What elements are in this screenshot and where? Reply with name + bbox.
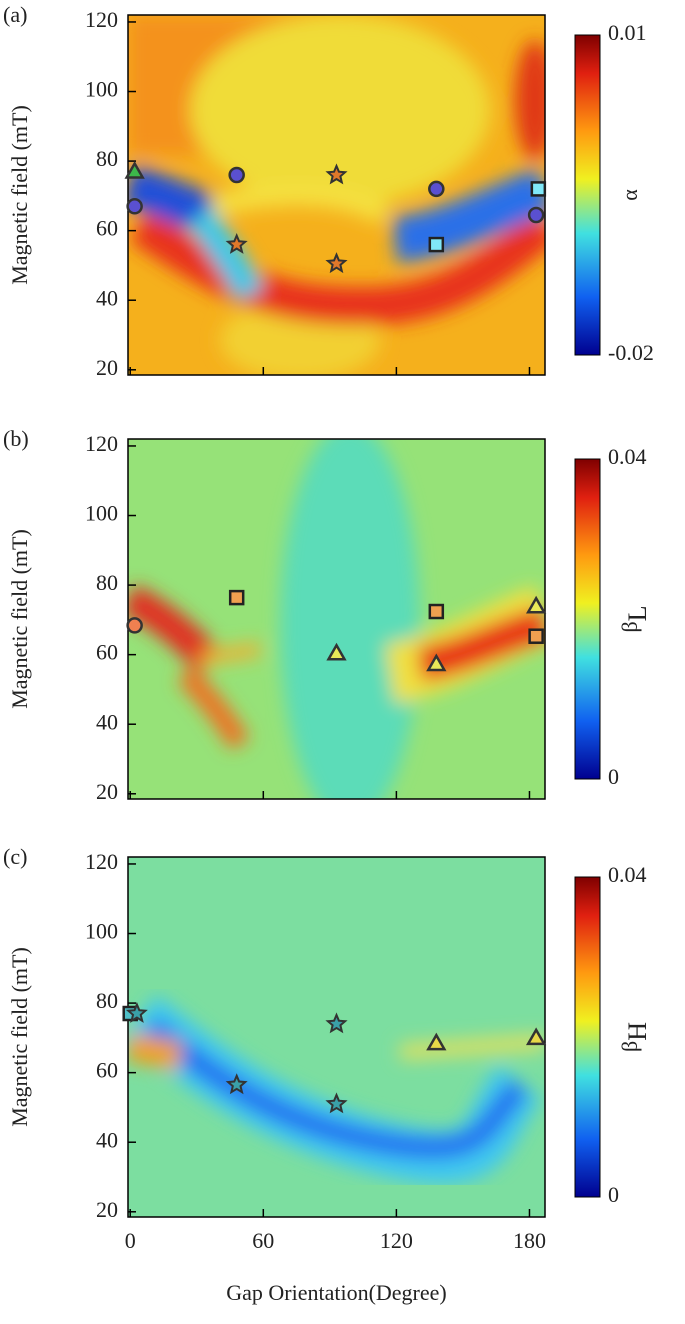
marker-square [428, 603, 445, 620]
y-tick-label: 100 [85, 919, 118, 944]
colorbar-label: βL [617, 605, 652, 632]
y-tick-label: 40 [96, 285, 118, 310]
marker-star [125, 1001, 148, 1023]
marker-star [325, 163, 348, 185]
panel-label: (b) [3, 426, 29, 451]
colorbar-label: βH [617, 1022, 652, 1052]
plot-frame [127, 438, 546, 800]
heatmap [128, 439, 545, 799]
colorbar-label-subscript: H [623, 1022, 652, 1041]
marker-triangle [426, 1032, 447, 1051]
y-tick-label: 40 [96, 709, 118, 734]
colorbar-tick-label: 0.01 [608, 20, 647, 45]
marker-star [325, 252, 348, 274]
x-tick-label: 180 [513, 1228, 546, 1253]
colorbar-label-symbol: α [617, 189, 642, 201]
colorbar-label: α [617, 189, 642, 201]
marker-square [228, 589, 245, 606]
y-axis-label: Magnetic field (mT) [7, 947, 32, 1127]
marker-circle [228, 166, 245, 184]
y-tick-label: 80 [96, 146, 118, 171]
colorbar-label-symbol: β [617, 621, 642, 632]
y-tick-label: 100 [85, 77, 118, 102]
x-axis-label: Gap Orientation(Degree) [226, 1280, 447, 1305]
y-axis-label: Magnetic field (mT) [7, 105, 32, 285]
y-tick-label: 80 [96, 988, 118, 1013]
marker-circle [126, 617, 143, 634]
marker-square [530, 181, 547, 197]
y-tick-label: 20 [96, 779, 118, 804]
y-tick-label: 60 [96, 1058, 118, 1083]
marker-triangle [124, 161, 145, 179]
x-tick-label: 60 [252, 1228, 274, 1253]
heatmap [128, 857, 545, 1217]
marker-star [325, 1092, 348, 1114]
colorbar-tick-label: 0 [608, 1182, 619, 1207]
y-tick-label: 20 [96, 1197, 118, 1222]
marker-circle [126, 198, 143, 215]
y-tick-label: 120 [85, 431, 118, 456]
x-tick-label: 120 [380, 1228, 413, 1253]
panel-label: (a) [3, 2, 27, 27]
colorbar-tick-label: -0.02 [608, 340, 654, 365]
colorbar-tick-label: 0.04 [608, 862, 647, 887]
y-tick-label: 40 [96, 1127, 118, 1152]
colorbar [574, 34, 601, 356]
y-tick-label: 100 [85, 501, 118, 526]
marker-star [325, 1012, 348, 1034]
colorbar-label-symbol: β [617, 1041, 642, 1052]
y-tick-label: 120 [85, 7, 118, 32]
marker-triangle [326, 642, 347, 661]
marker-square [528, 628, 544, 644]
heatmap [128, 15, 545, 375]
marker-square [428, 236, 445, 253]
panel-label: (c) [3, 844, 27, 869]
colorbar-tick-label: 0 [608, 764, 619, 789]
colorbar [574, 876, 601, 1198]
marker-circle [428, 180, 445, 198]
y-tick-label: 120 [85, 849, 118, 874]
colorbar-tick-label: 0.04 [608, 444, 647, 469]
y-tick-label: 60 [96, 640, 118, 665]
marker-star [225, 233, 248, 254]
marker-triangle [525, 595, 547, 614]
marker-triangle [525, 1027, 547, 1046]
colorbar [574, 458, 601, 780]
marker-star [225, 1073, 248, 1095]
colorbar-label-subscript: L [623, 605, 652, 621]
x-tick-label: 0 [125, 1228, 136, 1253]
y-tick-label: 60 [96, 216, 118, 241]
y-axis-label: Magnetic field (mT) [7, 529, 32, 709]
marker-circle [527, 206, 545, 224]
y-tick-label: 80 [96, 570, 118, 595]
y-tick-label: 20 [96, 355, 118, 380]
plot-frame [127, 856, 546, 1218]
marker-triangle [426, 653, 447, 672]
